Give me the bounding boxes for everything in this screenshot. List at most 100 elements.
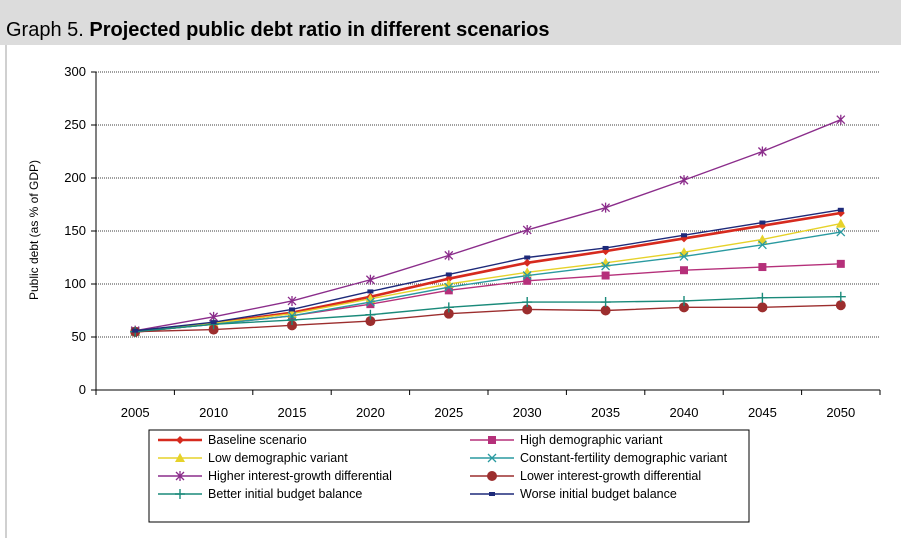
data-point	[444, 282, 454, 292]
data-point	[601, 202, 611, 213]
x-tick-label: 2035	[591, 405, 620, 420]
data-point	[365, 297, 375, 307]
data-point	[522, 304, 533, 315]
data-point	[365, 309, 376, 320]
series-line	[135, 296, 841, 333]
data-point	[132, 328, 139, 333]
data-point	[681, 233, 687, 238]
legend-box	[148, 429, 750, 523]
data-point	[444, 286, 453, 295]
gridlines	[96, 71, 880, 338]
legend-marker	[175, 453, 185, 462]
legend-item: Lower interest-growth differential	[470, 469, 701, 483]
data-point	[835, 300, 846, 311]
data-point	[757, 292, 768, 303]
data-point	[602, 245, 609, 250]
legend-label: Constant-fertility demographic variant	[520, 451, 728, 465]
data-point	[523, 258, 532, 267]
series-worse-initial-budget-balance	[132, 207, 844, 333]
data-point	[757, 302, 768, 313]
legend-item: High demographic variant	[470, 433, 663, 447]
data-point	[679, 251, 689, 261]
graph-number: Graph 5.	[6, 19, 84, 41]
x-tick-label: 2005	[121, 405, 150, 420]
legend-item: Higher interest-growth differential	[158, 469, 392, 483]
y-tick-label: 150	[64, 223, 86, 238]
legend-marker	[175, 471, 185, 481]
data-point	[600, 257, 611, 267]
series-line	[135, 209, 841, 332]
axes: 0 50 100 150 200 250 300 2005 2010 2015 2020 2025 20…	[64, 64, 881, 420]
legend-item: Low demographic variant	[158, 451, 348, 465]
y-tick-label: 250	[64, 117, 86, 132]
x-tick-label: 2010	[199, 405, 228, 420]
legend-item: Worse initial budget balance	[470, 487, 677, 501]
data-point	[601, 261, 611, 271]
legend-label: Higher interest-growth differential	[208, 469, 392, 483]
legend-label: Low demographic variant	[208, 451, 348, 465]
data-point	[757, 146, 767, 157]
legend-label: Worse initial budget balance	[520, 487, 677, 501]
data-point	[287, 320, 297, 331]
legend-marker	[487, 453, 497, 463]
data-point	[523, 276, 532, 285]
data-point	[600, 297, 611, 308]
data-point	[522, 224, 532, 235]
data-point	[208, 324, 219, 335]
data-point	[366, 300, 375, 309]
series-lines	[130, 114, 846, 337]
data-point	[757, 234, 768, 244]
x-tick-label: 2050	[826, 405, 855, 420]
series-line	[135, 304, 841, 333]
y-tick-label: 50	[72, 329, 86, 344]
x-tick-label: 2030	[513, 405, 542, 420]
data-point	[444, 274, 453, 283]
series-baseline-scenario	[131, 208, 845, 336]
legend-marker	[488, 436, 496, 444]
chart-title: Graph 5. Projected public debt ratio in …	[6, 19, 549, 42]
legend-marker	[489, 492, 495, 496]
data-point	[444, 250, 454, 261]
data-point	[836, 227, 846, 237]
y-tick-label: 100	[64, 276, 86, 291]
data-point	[835, 291, 846, 302]
data-point	[443, 279, 454, 288]
data-point	[445, 272, 452, 277]
data-point	[522, 271, 532, 280]
data-point	[837, 207, 844, 212]
data-point	[680, 266, 688, 275]
data-point	[443, 302, 454, 313]
x-tick-label: 2025	[434, 405, 463, 420]
data-point	[679, 175, 689, 186]
legend-label: High demographic variant	[520, 433, 663, 447]
series-better-initial-budget-balance	[130, 291, 846, 337]
data-point	[601, 271, 610, 280]
series-higher-interest-growth-differential	[130, 114, 846, 336]
data-point	[524, 255, 531, 260]
data-point	[289, 307, 295, 312]
data-point	[365, 316, 376, 327]
chart-header: Graph 5. Projected public debt ratio in …	[0, 0, 901, 45]
data-point	[758, 263, 767, 272]
data-point	[287, 295, 297, 306]
data-point	[757, 240, 767, 250]
legend-label: Lower interest-growth differential	[520, 469, 701, 483]
legend-item: Constant-fertility demographic variant	[470, 451, 728, 465]
legend-label: Baseline scenario	[208, 433, 307, 447]
legend-marker	[487, 471, 497, 481]
legend-item: Better initial budget balance	[158, 487, 362, 501]
data-point	[836, 259, 845, 268]
legend-marker	[176, 436, 184, 444]
data-point	[287, 315, 297, 326]
data-point	[210, 320, 217, 325]
x-tick-label: 2015	[278, 405, 307, 420]
data-point	[443, 308, 454, 319]
series-line	[135, 231, 841, 333]
legend: Baseline scenario High demographic varian…	[148, 429, 750, 523]
data-point	[365, 293, 376, 303]
y-tick-label: 300	[64, 64, 86, 79]
data-point	[522, 267, 533, 277]
legend-marker	[175, 489, 185, 499]
data-point	[836, 114, 846, 125]
